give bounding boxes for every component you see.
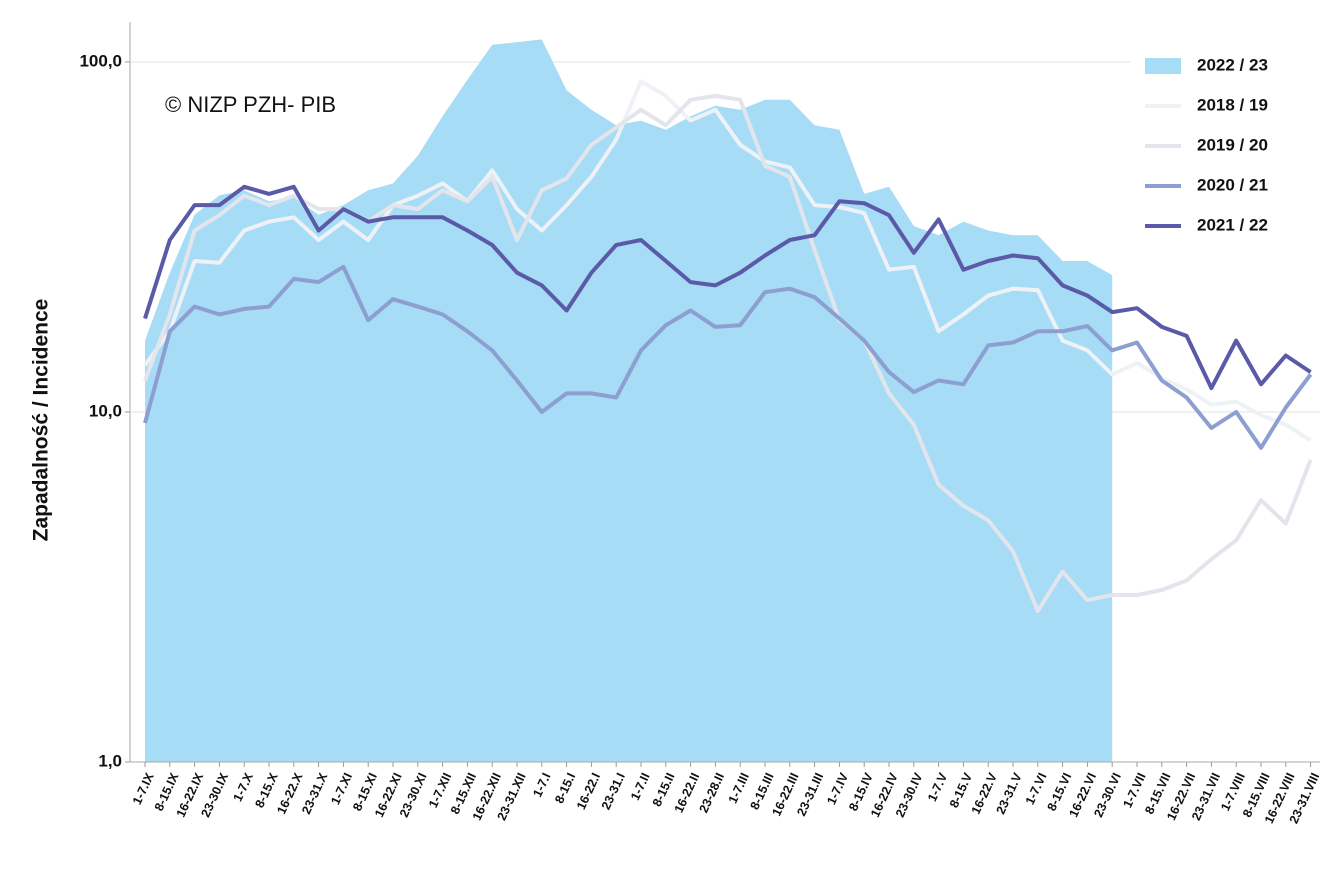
x-tick-label: 23-31.I xyxy=(599,771,628,812)
x-tick-label: 8-15.I xyxy=(552,771,578,806)
y-axis-label: Zapadalność / Incidence xyxy=(30,299,53,542)
x-tick-label: 1-7.IX xyxy=(130,770,157,807)
legend-swatch xyxy=(1145,58,1181,74)
y-tick-label: 10,0 xyxy=(89,401,122,420)
annotation: © NIZP PZH- PIB xyxy=(165,92,336,117)
x-tick-label: 1-7.II xyxy=(628,771,653,803)
x-tick-label: 1-7.XI xyxy=(328,771,355,807)
legend-label: 2020 / 21 xyxy=(1197,175,1268,194)
legend-label: 2019 / 20 xyxy=(1197,135,1268,154)
line xyxy=(143,264,1313,450)
legend-label: 2022 / 23 xyxy=(1197,55,1268,74)
x-tick-label: 1-7.I xyxy=(530,771,553,800)
y-tick-label: 100,0 xyxy=(79,51,122,70)
x-tick-label: 1-7.VI xyxy=(1023,771,1050,807)
x-tick-label: 8-15.II xyxy=(650,771,678,809)
line xyxy=(143,79,1312,442)
line xyxy=(143,184,1312,391)
y-tick-label: 1,0 xyxy=(98,751,122,770)
x-tick-label: 1-7.X xyxy=(231,770,257,804)
legend-label: 2021 / 22 xyxy=(1197,215,1268,234)
x-tick-label: 1-7.IV xyxy=(824,770,851,807)
area xyxy=(145,39,1113,762)
legend: 2022 / 23 2018 / 19 2019 / 20 2020 / 21 2021… xyxy=(1130,40,1320,250)
legend-label: 2018 / 19 xyxy=(1197,95,1268,114)
x-tick-label: 1-7.V xyxy=(925,770,951,804)
line xyxy=(143,93,1313,613)
data xyxy=(143,39,1313,762)
x-tick-label: 1-7.III xyxy=(726,771,752,806)
